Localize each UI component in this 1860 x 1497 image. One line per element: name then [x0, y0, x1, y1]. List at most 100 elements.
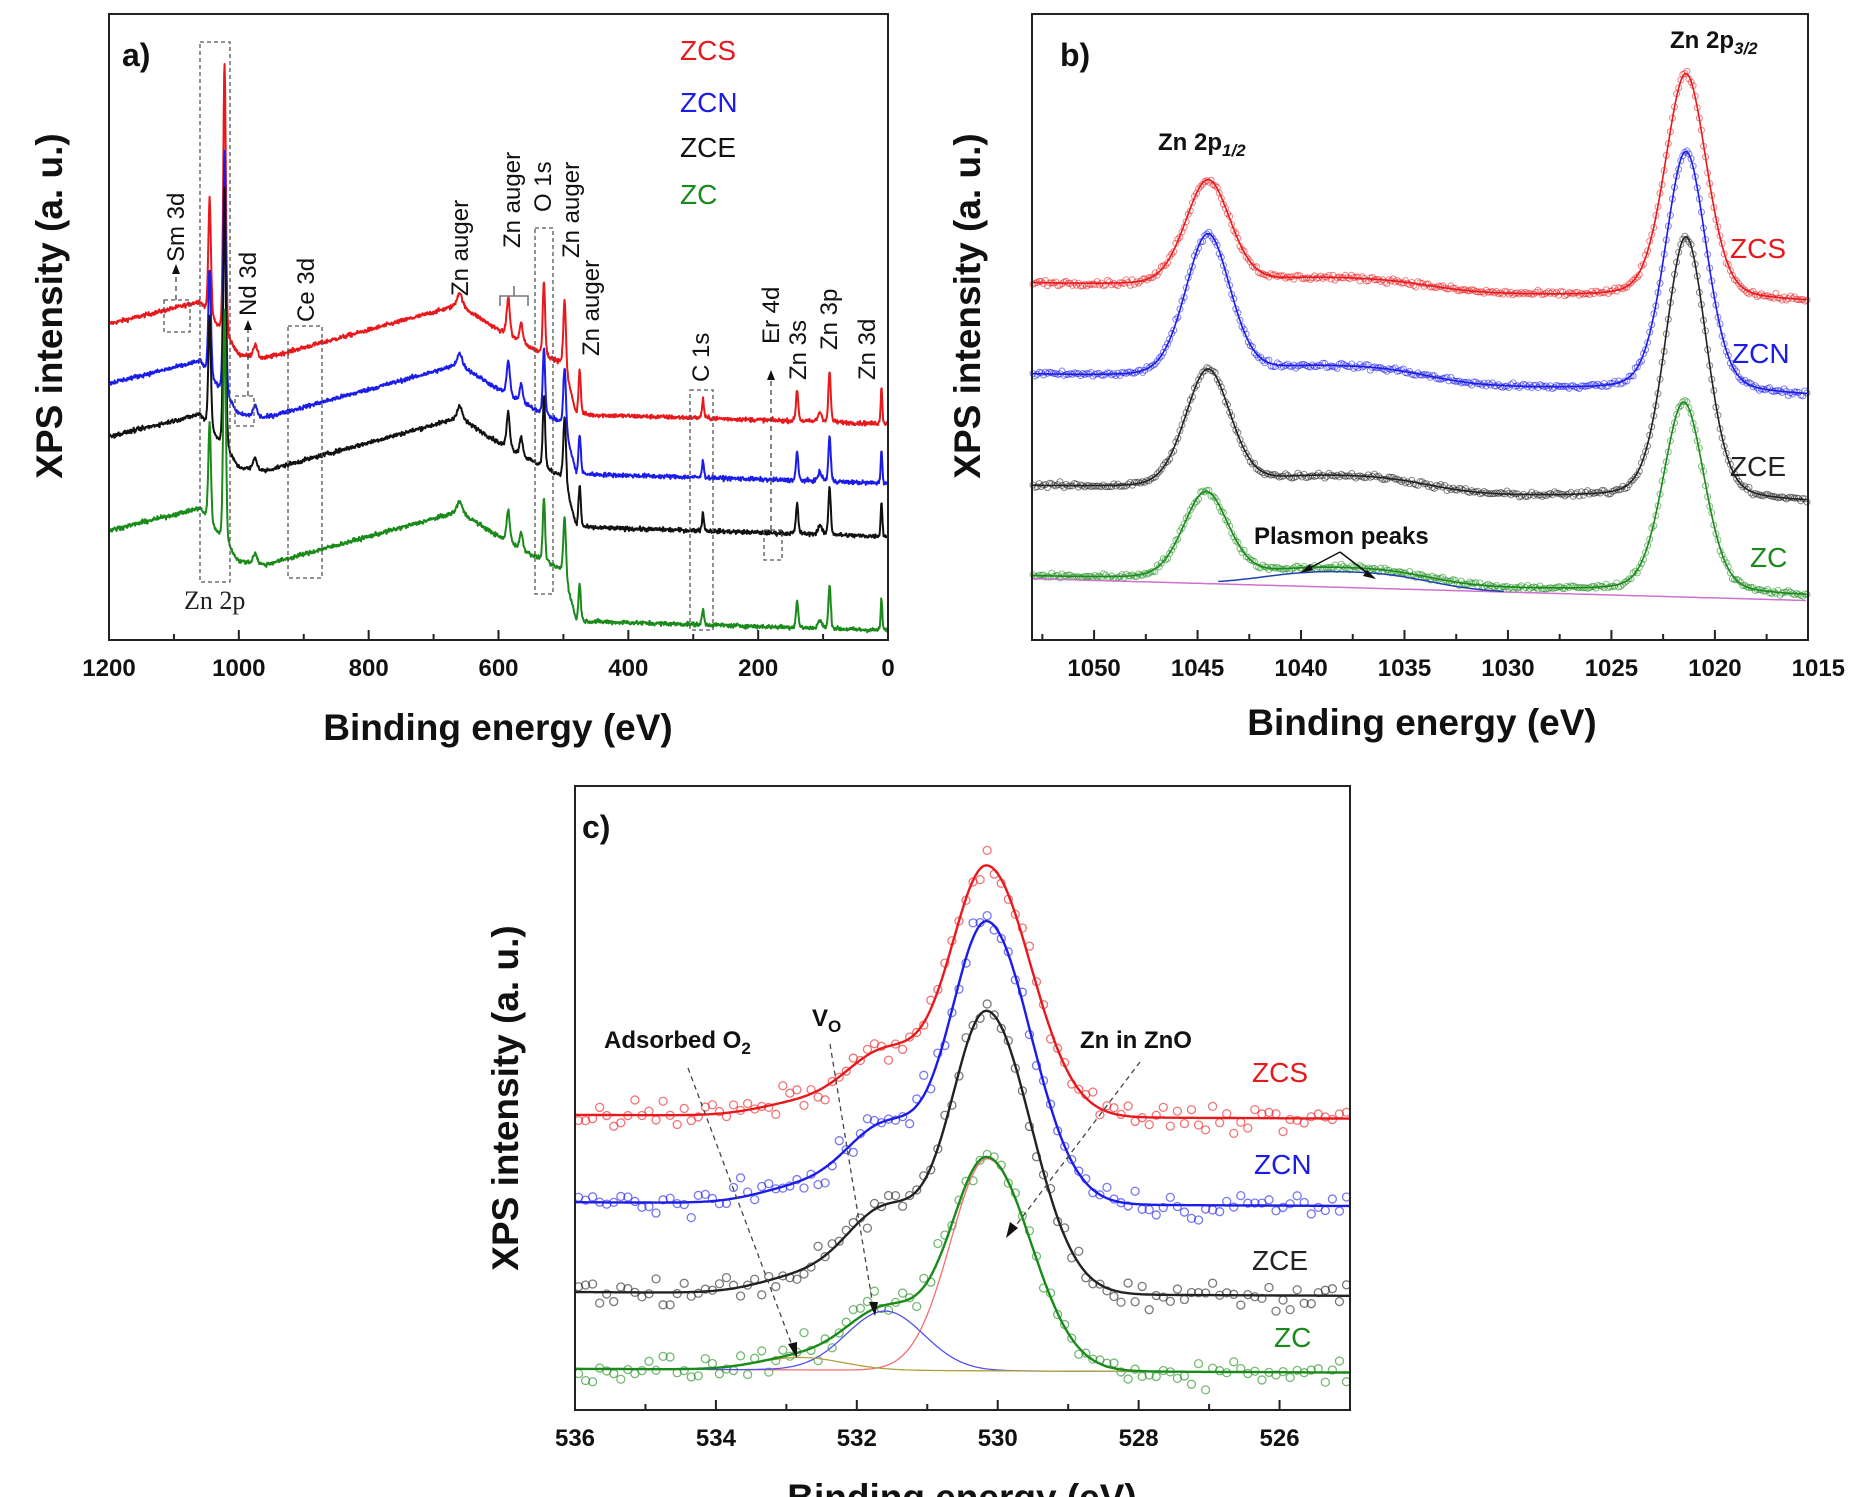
ann-vo: VO: [812, 1005, 841, 1036]
data-point: [1368, 273, 1376, 281]
data-point: [1470, 378, 1478, 386]
data-point: [778, 1345, 788, 1355]
data-point: [883, 1055, 894, 1065]
data-point: [1031, 1060, 1042, 1071]
data-point: [1292, 562, 1300, 570]
data-point: [602, 1289, 612, 1299]
data-point: [919, 1273, 929, 1284]
data-point: [679, 1278, 689, 1288]
data-point: [1724, 261, 1732, 269]
data-point: [778, 1081, 788, 1091]
fit-zcs-line: [1032, 72, 1807, 301]
data-point: [771, 1109, 781, 1119]
xtick-label: 534: [696, 1425, 737, 1452]
data-point: [1236, 1190, 1246, 1201]
data-point: [1472, 378, 1480, 386]
data-point: [1226, 522, 1234, 530]
data-point: [862, 1223, 873, 1233]
zc-plasmon-component: [1218, 570, 1504, 593]
data-point: [1195, 376, 1203, 384]
data-point: [735, 1291, 746, 1301]
data-point: [1186, 1287, 1197, 1298]
data-point: [1095, 1190, 1105, 1200]
data-point: [799, 1269, 809, 1279]
data-point: [989, 1010, 999, 1020]
data-point: [1088, 1354, 1098, 1364]
ann-sm3d: Sm 3d: [163, 193, 190, 262]
data-point: [1737, 481, 1745, 489]
data-point: [1757, 290, 1765, 298]
data-point: [616, 1282, 626, 1292]
data-point: [968, 1176, 978, 1186]
data-point: [1211, 238, 1219, 246]
data-point: [1240, 247, 1248, 255]
data-point: [834, 1136, 844, 1146]
data-point: [1532, 490, 1540, 498]
data-point: [1184, 512, 1192, 520]
zc-component-vo: [575, 1310, 1351, 1374]
data-point: [1743, 485, 1751, 493]
data-point: [933, 1238, 943, 1249]
panel-a-label: a): [122, 37, 150, 73]
data-point: [820, 1095, 830, 1105]
data-point: [1522, 381, 1530, 389]
legend-zcn: ZCN: [680, 87, 738, 118]
data-point: [1248, 262, 1256, 270]
data-point: [883, 1190, 894, 1201]
data-point: [1476, 579, 1484, 587]
data-point: [1222, 1288, 1232, 1298]
xtick-label: 1025: [1585, 655, 1638, 682]
data-point: [1772, 289, 1780, 297]
data-point: [1165, 1121, 1175, 1131]
data-point: [1229, 1128, 1239, 1139]
ann-zn-auger-3: Zn auger: [558, 162, 585, 258]
data-point: [1416, 478, 1424, 486]
panel-b-label: b): [1060, 37, 1090, 73]
data-point: [742, 1369, 753, 1380]
sm-arrow-icon: [172, 264, 180, 274]
data-point: [616, 1191, 626, 1202]
data-point: [1215, 1118, 1225, 1128]
data-point: [792, 1274, 802, 1284]
panel-b-frame: [1031, 13, 1809, 641]
panel-c-label: c): [582, 809, 610, 845]
fit-zcn-line: [575, 919, 1351, 1208]
data-point: [1687, 78, 1695, 86]
data-point: [1389, 473, 1397, 481]
data-point: [686, 1212, 696, 1223]
data-point: [982, 999, 992, 1009]
data-point: [1165, 1296, 1175, 1307]
legend-zc: ZC: [680, 179, 717, 210]
er-arrow-icon: [767, 370, 775, 380]
xtick-label: 200: [738, 655, 778, 682]
data-point: [1631, 275, 1639, 283]
data-point: [1443, 373, 1451, 381]
ann-zn2p32: Zn 2p3/2: [1670, 27, 1758, 58]
data-point: [665, 1352, 675, 1362]
data-point: [1170, 542, 1178, 550]
data-point: [1236, 1117, 1246, 1127]
data-point: [1168, 546, 1176, 554]
data-point: [1234, 538, 1242, 546]
data-point: [1306, 1365, 1316, 1375]
data-point: [658, 1300, 668, 1310]
data-point: [1130, 1297, 1140, 1307]
data-point: [1319, 274, 1327, 282]
data-point: [1768, 590, 1776, 598]
data-point: [1575, 492, 1583, 500]
ann-zn2p12: Zn 2p1/2: [1158, 129, 1246, 160]
series-zcn-line: [108, 149, 888, 486]
data-point: [1091, 571, 1099, 579]
data-point: [1381, 564, 1389, 572]
data-point: [827, 1343, 837, 1353]
data-point: [1200, 1288, 1211, 1298]
data-point: [771, 1355, 781, 1366]
data-point: [1203, 487, 1211, 495]
xtick-label: 1035: [1378, 655, 1431, 682]
data-point: [1224, 518, 1232, 526]
data-point: [1285, 1114, 1295, 1125]
data-point: [1299, 1118, 1309, 1128]
data-point: [1561, 492, 1569, 500]
data-point: [1193, 1358, 1204, 1369]
data-point: [1179, 1118, 1190, 1129]
